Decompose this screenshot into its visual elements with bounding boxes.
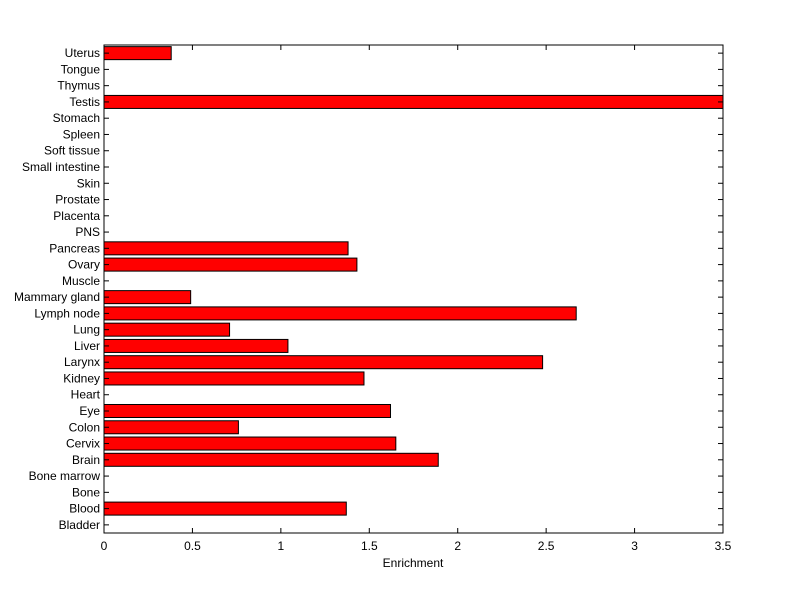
x-tick-label: 0.5 <box>184 539 201 553</box>
y-tick-label: Colon <box>69 420 100 434</box>
y-tick-label: Muscle <box>62 274 100 288</box>
y-tick-label: Bladder <box>59 518 100 532</box>
y-tick-label: Small intestine <box>22 160 100 174</box>
bar-kidney <box>103 371 365 386</box>
y-tick-label: Placenta <box>53 209 100 223</box>
x-axis-title: Enrichment <box>383 556 444 570</box>
bar-brain <box>103 452 439 467</box>
y-tick-label: PNS <box>75 225 100 239</box>
plot-area <box>103 44 724 534</box>
y-tick-label: Mammary gland <box>14 290 100 304</box>
bar-cervix <box>103 436 397 451</box>
x-tick-label: 0 <box>101 539 108 553</box>
y-tick-label: Spleen <box>63 127 100 141</box>
bar-uterus <box>103 46 172 61</box>
bar-mammary-gland <box>103 290 192 305</box>
y-tick-label: Tongue <box>61 62 101 76</box>
y-tick-label: Testis <box>69 95 100 109</box>
y-tick-label: Eye <box>79 404 100 418</box>
x-tick-label: 1.5 <box>361 539 378 553</box>
x-axis: 0 0.5 1 1.5 2 2.5 3 3.5 <box>101 45 732 553</box>
y-axis: Bladder Blood Bone Bone marrow Brain Cervix Co… <box>14 46 723 532</box>
y-tick-label: Bone marrow <box>29 469 101 483</box>
x-tick-label: 1 <box>278 539 285 553</box>
y-tick-label: Larynx <box>64 355 100 369</box>
y-tick-label: Blood <box>69 502 100 516</box>
y-tick-label: Lymph node <box>34 306 100 320</box>
bar-blood <box>103 501 347 516</box>
y-tick-label: Uterus <box>65 46 100 60</box>
y-tick-label: Bone <box>72 485 100 499</box>
bar-larynx <box>103 355 544 370</box>
bar-lung <box>103 322 231 337</box>
y-tick-label: Prostate <box>55 193 100 207</box>
y-tick-label: Brain <box>72 453 100 467</box>
y-tick-label: Pancreas <box>49 241 100 255</box>
y-tick-label: Lung <box>73 323 100 337</box>
y-tick-label: Liver <box>74 339 100 353</box>
y-tick-label: Thymus <box>57 79 100 93</box>
bar-pancreas <box>103 241 349 256</box>
x-tick-label: 3.5 <box>715 539 732 553</box>
x-tick-label: 2 <box>454 539 461 553</box>
bar-lymph-node <box>103 306 577 321</box>
bar-eye <box>103 403 392 419</box>
y-tick-label: Heart <box>71 388 101 402</box>
y-tick-label: Ovary <box>68 258 100 272</box>
bar-ovary <box>103 257 358 272</box>
y-tick-label: Cervix <box>66 437 100 451</box>
x-tick-label: 3 <box>631 539 638 553</box>
bar-colon <box>103 420 239 435</box>
y-tick-label: Stomach <box>53 111 100 125</box>
bars-layer <box>103 46 724 516</box>
bar-testis <box>103 94 724 109</box>
y-tick-label: Skin <box>77 176 100 190</box>
y-tick-label: Kidney <box>63 371 100 385</box>
x-tick-label: 2.5 <box>538 539 555 553</box>
bar-liver <box>103 338 289 353</box>
y-tick-label: Soft tissue <box>44 144 100 158</box>
